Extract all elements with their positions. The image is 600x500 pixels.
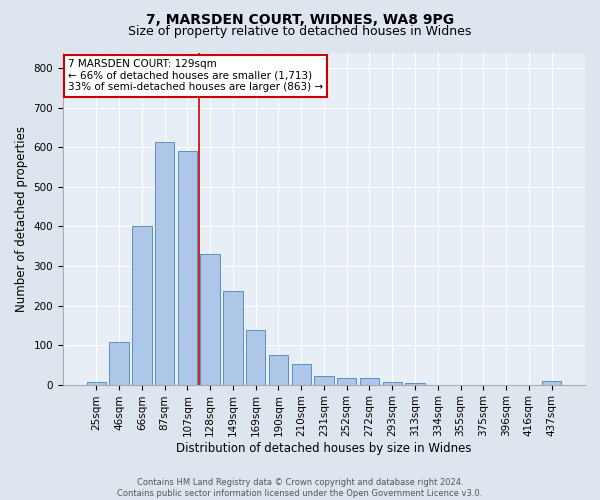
Bar: [314, 376, 334, 384]
Bar: [292, 364, 311, 384]
X-axis label: Distribution of detached houses by size in Widnes: Distribution of detached houses by size …: [176, 442, 472, 455]
Bar: [542, 382, 561, 384]
Text: Contains HM Land Registry data © Crown copyright and database right 2024.
Contai: Contains HM Land Registry data © Crown c…: [118, 478, 482, 498]
Bar: [383, 382, 402, 384]
Bar: [360, 378, 379, 384]
Bar: [337, 378, 356, 384]
Y-axis label: Number of detached properties: Number of detached properties: [15, 126, 28, 312]
Bar: [246, 330, 265, 384]
Text: Size of property relative to detached houses in Widnes: Size of property relative to detached ho…: [128, 25, 472, 38]
Bar: [200, 254, 220, 384]
Bar: [109, 342, 129, 384]
Bar: [223, 290, 242, 384]
Text: 7 MARSDEN COURT: 129sqm
← 66% of detached houses are smaller (1,713)
33% of semi: 7 MARSDEN COURT: 129sqm ← 66% of detache…: [68, 59, 323, 92]
Bar: [178, 150, 197, 384]
Bar: [406, 382, 425, 384]
Bar: [155, 142, 174, 384]
Bar: [132, 226, 152, 384]
Bar: [86, 382, 106, 384]
Bar: [269, 354, 288, 384]
Text: 7, MARSDEN COURT, WIDNES, WA8 9PG: 7, MARSDEN COURT, WIDNES, WA8 9PG: [146, 12, 454, 26]
